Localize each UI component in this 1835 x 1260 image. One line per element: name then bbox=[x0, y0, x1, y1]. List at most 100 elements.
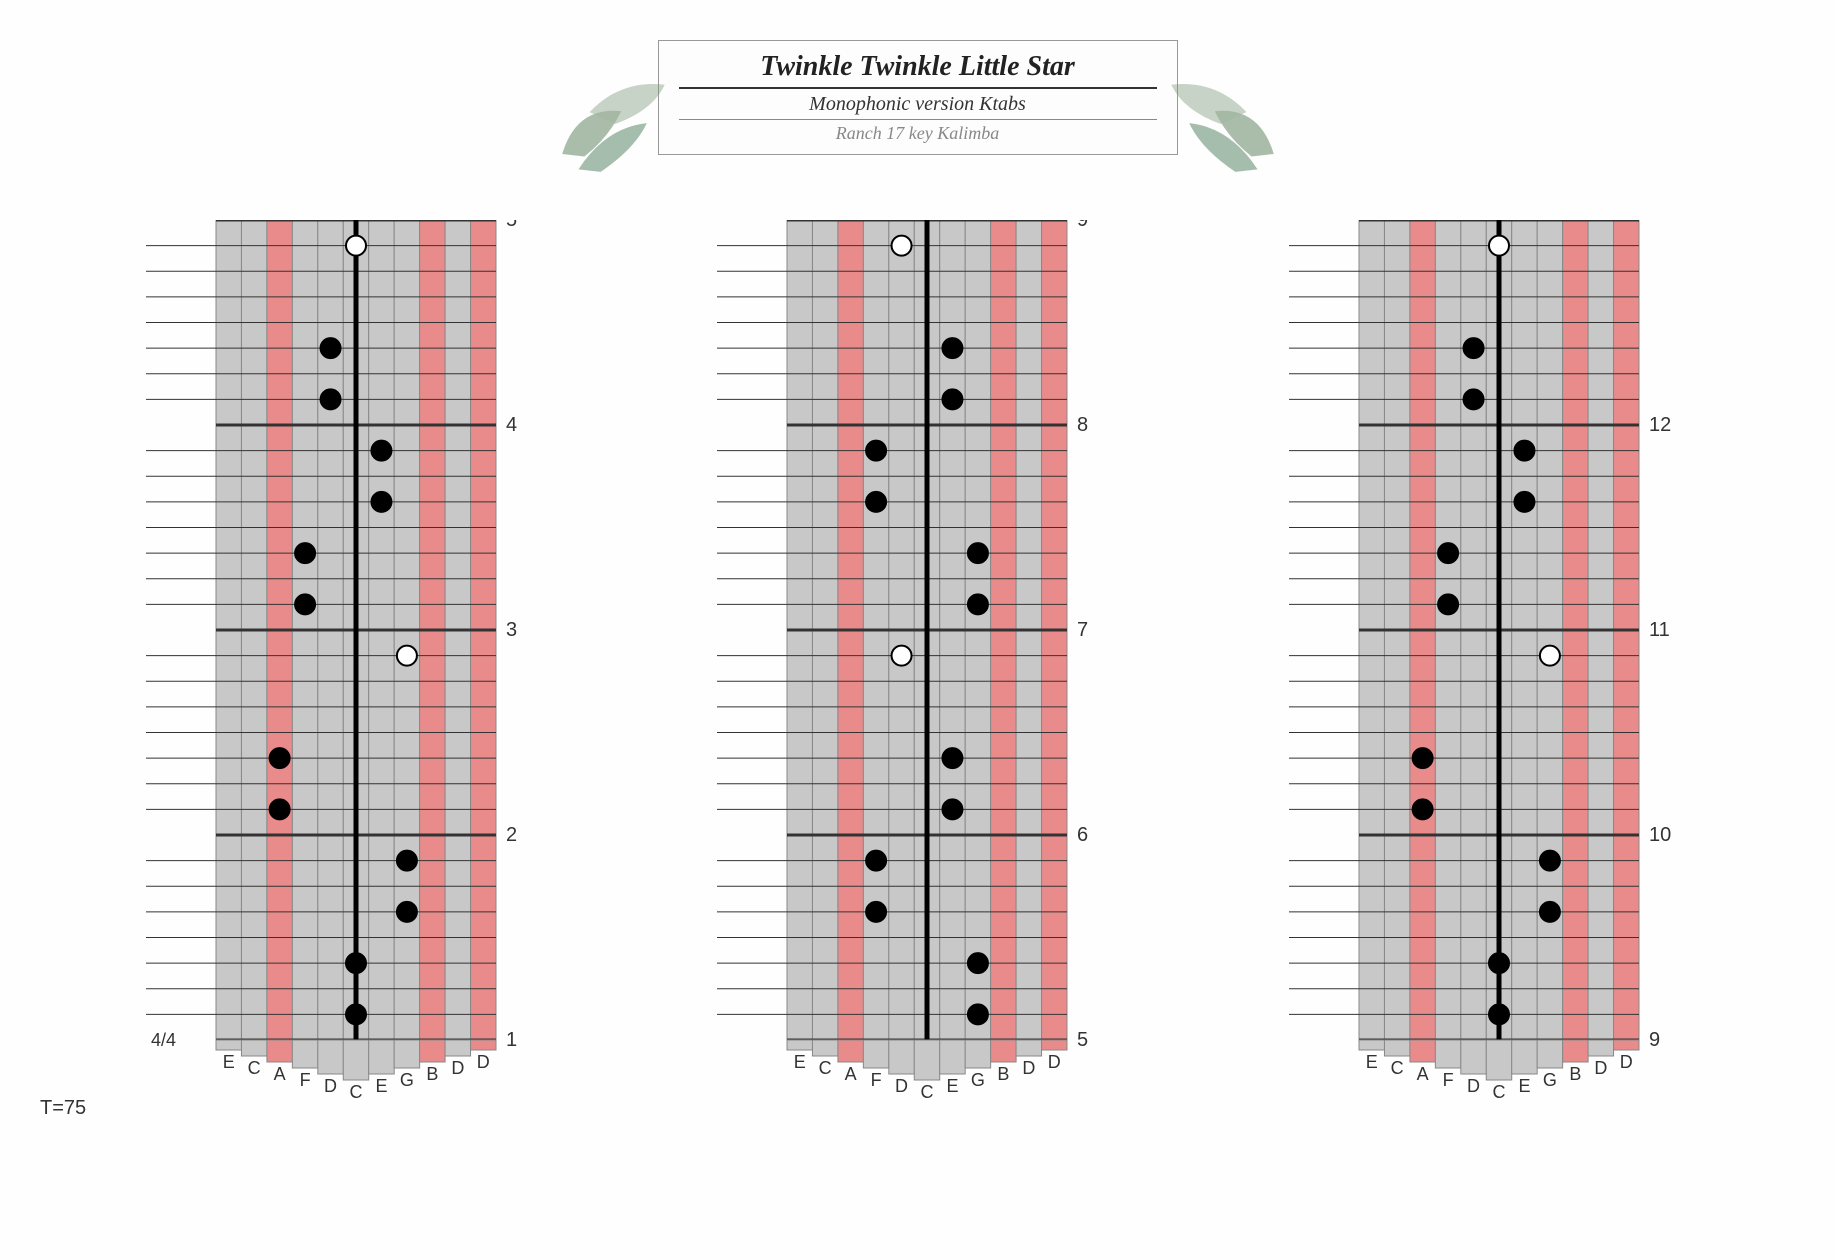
tine-label: D bbox=[896, 1076, 909, 1096]
tine-label: E bbox=[375, 1076, 387, 1096]
measure-number: 5 bbox=[1077, 1029, 1088, 1051]
note-filled bbox=[943, 389, 963, 409]
note-filled bbox=[371, 492, 391, 512]
note-open bbox=[1540, 646, 1560, 666]
tine-label: D bbox=[1048, 1052, 1061, 1072]
tab-column-3: 9101112ECAFDCEGBDD bbox=[1279, 220, 1699, 1160]
leaf-decoration-right bbox=[1102, 43, 1312, 217]
tine-tip bbox=[838, 1040, 863, 1062]
note-filled bbox=[968, 543, 988, 563]
tine-label: A bbox=[273, 1064, 285, 1084]
tine-tip bbox=[1461, 1040, 1486, 1074]
tine-tip bbox=[216, 1040, 241, 1050]
note-filled bbox=[1464, 338, 1484, 358]
tine-label: F bbox=[871, 1070, 882, 1090]
note-filled bbox=[371, 441, 391, 461]
measure-number: 1 bbox=[506, 1029, 517, 1051]
instrument-label: Ranch 17 key Kalimba bbox=[679, 123, 1157, 144]
tine-tip bbox=[1563, 1040, 1588, 1062]
tine-tip bbox=[267, 1040, 292, 1062]
note-filled bbox=[943, 799, 963, 819]
song-title: Twinkle Twinkle Little Star bbox=[679, 51, 1157, 89]
measure-number: 9 bbox=[1649, 1029, 1660, 1051]
note-filled bbox=[320, 338, 340, 358]
tine-label: E bbox=[1519, 1076, 1531, 1096]
note-filled bbox=[269, 799, 289, 819]
note-filled bbox=[1540, 851, 1560, 871]
note-filled bbox=[943, 338, 963, 358]
note-filled bbox=[867, 902, 887, 922]
tine-label: C bbox=[1391, 1058, 1404, 1078]
measure-number: 7 bbox=[1077, 619, 1088, 641]
tine-tip bbox=[915, 1040, 940, 1080]
measure-number: 11 bbox=[1649, 619, 1670, 641]
tine-label: F bbox=[299, 1070, 310, 1090]
note-filled bbox=[1515, 441, 1535, 461]
note-filled bbox=[1540, 902, 1560, 922]
measure-number: 5 bbox=[506, 220, 517, 231]
tine-label: G bbox=[1543, 1070, 1557, 1090]
note-filled bbox=[1438, 543, 1458, 563]
note-filled bbox=[320, 389, 340, 409]
tine-tip bbox=[787, 1040, 812, 1050]
measure-number: 12 bbox=[1649, 414, 1671, 436]
measure-number: 4 bbox=[506, 414, 517, 436]
tine-tip bbox=[419, 1040, 444, 1062]
note-open bbox=[1489, 236, 1509, 256]
tine-label: E bbox=[1366, 1052, 1378, 1072]
measure-number: 10 bbox=[1649, 824, 1671, 846]
tine-label: D bbox=[451, 1058, 464, 1078]
tine-tip bbox=[343, 1040, 368, 1080]
tine-label: D bbox=[1023, 1058, 1036, 1078]
song-subtitle: Monophonic version Ktabs bbox=[679, 93, 1157, 120]
tine-tip bbox=[1042, 1040, 1067, 1050]
note-filled bbox=[1489, 953, 1509, 973]
tine-tip bbox=[292, 1040, 317, 1068]
note-filled bbox=[397, 851, 417, 871]
tine-tip bbox=[318, 1040, 343, 1074]
note-filled bbox=[867, 492, 887, 512]
note-filled bbox=[1413, 799, 1433, 819]
tine-tip bbox=[889, 1040, 914, 1074]
tine-tip bbox=[394, 1040, 419, 1068]
tine-label: G bbox=[971, 1070, 985, 1090]
note-open bbox=[892, 646, 912, 666]
measure-number: 2 bbox=[506, 824, 517, 846]
tabs-container: 12345ECAFDCEGBDD4/4 56789ECAFDCEGBDD 910… bbox=[0, 220, 1835, 1160]
tine-label: E bbox=[947, 1076, 959, 1096]
note-filled bbox=[867, 441, 887, 461]
tine-label: D bbox=[1594, 1058, 1607, 1078]
tine-label: F bbox=[1443, 1070, 1454, 1090]
measure-number: 9 bbox=[1077, 220, 1088, 231]
tine-tip bbox=[1486, 1040, 1511, 1080]
tine-label: E bbox=[794, 1052, 806, 1072]
tine-label: G bbox=[400, 1070, 414, 1090]
note-filled bbox=[1515, 492, 1535, 512]
tab-column-2: 56789ECAFDCEGBDD bbox=[707, 220, 1127, 1160]
note-filled bbox=[943, 748, 963, 768]
note-filled bbox=[1413, 748, 1433, 768]
tine-label: B bbox=[426, 1064, 438, 1084]
measure-number: 6 bbox=[1077, 824, 1088, 846]
note-filled bbox=[968, 1004, 988, 1024]
tine-tip bbox=[470, 1040, 495, 1050]
time-signature: 4/4 bbox=[151, 1030, 176, 1050]
tine-label: B bbox=[1569, 1064, 1581, 1084]
tine-label: C bbox=[248, 1058, 261, 1078]
tab-column-1: 12345ECAFDCEGBDD4/4 bbox=[136, 220, 556, 1160]
note-filled bbox=[269, 748, 289, 768]
tine-tip bbox=[864, 1040, 889, 1068]
tine-tip bbox=[813, 1040, 838, 1056]
tine-tip bbox=[1588, 1040, 1613, 1056]
tine-label: D bbox=[324, 1076, 337, 1096]
note-filled bbox=[397, 902, 417, 922]
note-filled bbox=[1489, 1004, 1509, 1024]
note-filled bbox=[968, 594, 988, 614]
leaf-decoration-left bbox=[522, 43, 732, 217]
tine-tip bbox=[1537, 1040, 1562, 1068]
tine-tip bbox=[1410, 1040, 1435, 1062]
tine-tip bbox=[940, 1040, 965, 1074]
header-title-box: Twinkle Twinkle Little Star Monophonic v… bbox=[658, 40, 1178, 155]
tine-label: C bbox=[349, 1082, 362, 1102]
note-open bbox=[397, 646, 417, 666]
